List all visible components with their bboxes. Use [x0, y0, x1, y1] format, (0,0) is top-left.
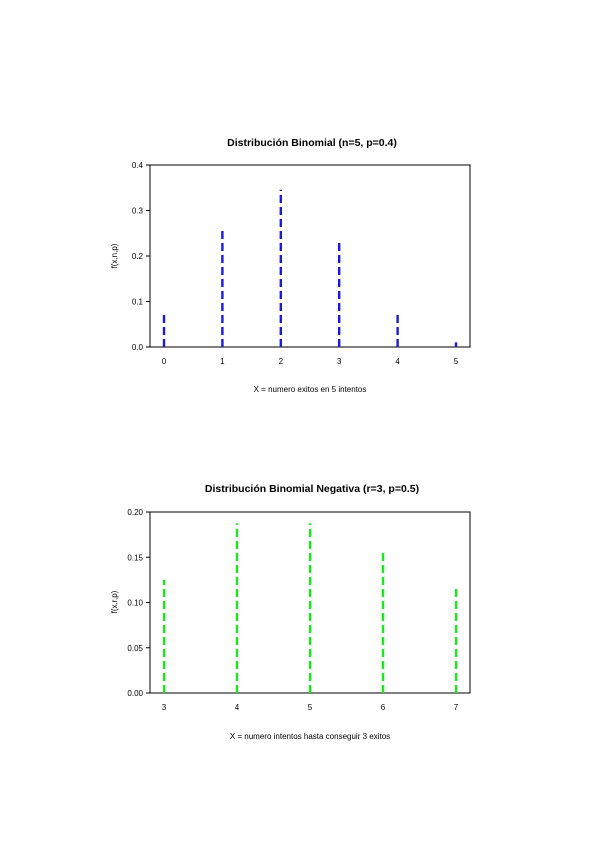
binomial-x-axis-label: X = numero exitos en 5 intentos	[254, 385, 367, 394]
negative-binomial-y-tick-label: 0.00	[127, 689, 143, 698]
binomial-x-tick-label: 0	[162, 357, 167, 366]
negative-binomial-y-tick-label: 0.15	[127, 553, 143, 562]
binomial-x-tick-label: 2	[279, 357, 284, 366]
binomial-x-tick-label: 3	[337, 357, 342, 366]
negative-binomial-x-tick-label: 6	[381, 703, 386, 712]
binomial-chart: Distribución Binomial (n=5, p=0.4) X = n…	[110, 137, 471, 394]
negative-binomial-chart: Distribución Binomial Negativa (r=3, p=0…	[110, 483, 471, 741]
binomial-y-tick-label: 0.3	[132, 207, 144, 216]
negative-binomial-plot-area: 0.00 0.05 0.10 0.15 0.20 3 4 5 6 7	[127, 508, 471, 712]
negative-binomial-y-tick-label: 0.20	[127, 508, 143, 517]
negative-binomial-y-tick-label: 0.05	[127, 644, 143, 653]
negative-binomial-x-tick-label: 3	[162, 703, 167, 712]
negative-binomial-x-axis-label: X = numero intentos hasta conseguir 3 ex…	[230, 732, 390, 741]
negative-binomial-chart-title: Distribución Binomial Negativa (r=3, p=0…	[205, 483, 419, 495]
binomial-plot-area: 0.0 0.1 0.2 0.3 0.4 0 1 2 3 4 5	[132, 161, 471, 366]
negative-binomial-x-tick-label: 4	[235, 703, 240, 712]
binomial-x-tick-label: 1	[220, 357, 225, 366]
binomial-y-tick-label: 0.4	[132, 161, 144, 170]
negative-binomial-x-tick-label: 5	[308, 703, 313, 712]
negative-binomial-y-tick-label: 0.10	[127, 599, 143, 608]
binomial-x-tick-label: 5	[454, 357, 459, 366]
binomial-plot-frame	[149, 164, 471, 348]
binomial-y-tick-label: 0.2	[132, 252, 144, 261]
binomial-chart-title: Distribución Binomial (n=5, p=0.4)	[227, 137, 397, 149]
negative-binomial-y-axis-label: f(x,r,p)	[110, 590, 119, 613]
negative-binomial-plot-frame	[149, 511, 471, 694]
binomial-y-tick-label: 0.0	[132, 343, 144, 352]
binomial-x-tick-label: 4	[395, 357, 400, 366]
negative-binomial-x-tick-label: 7	[454, 703, 459, 712]
binomial-y-axis-label: f(x,n,p)	[110, 243, 119, 268]
binomial-y-tick-label: 0.1	[132, 298, 144, 307]
